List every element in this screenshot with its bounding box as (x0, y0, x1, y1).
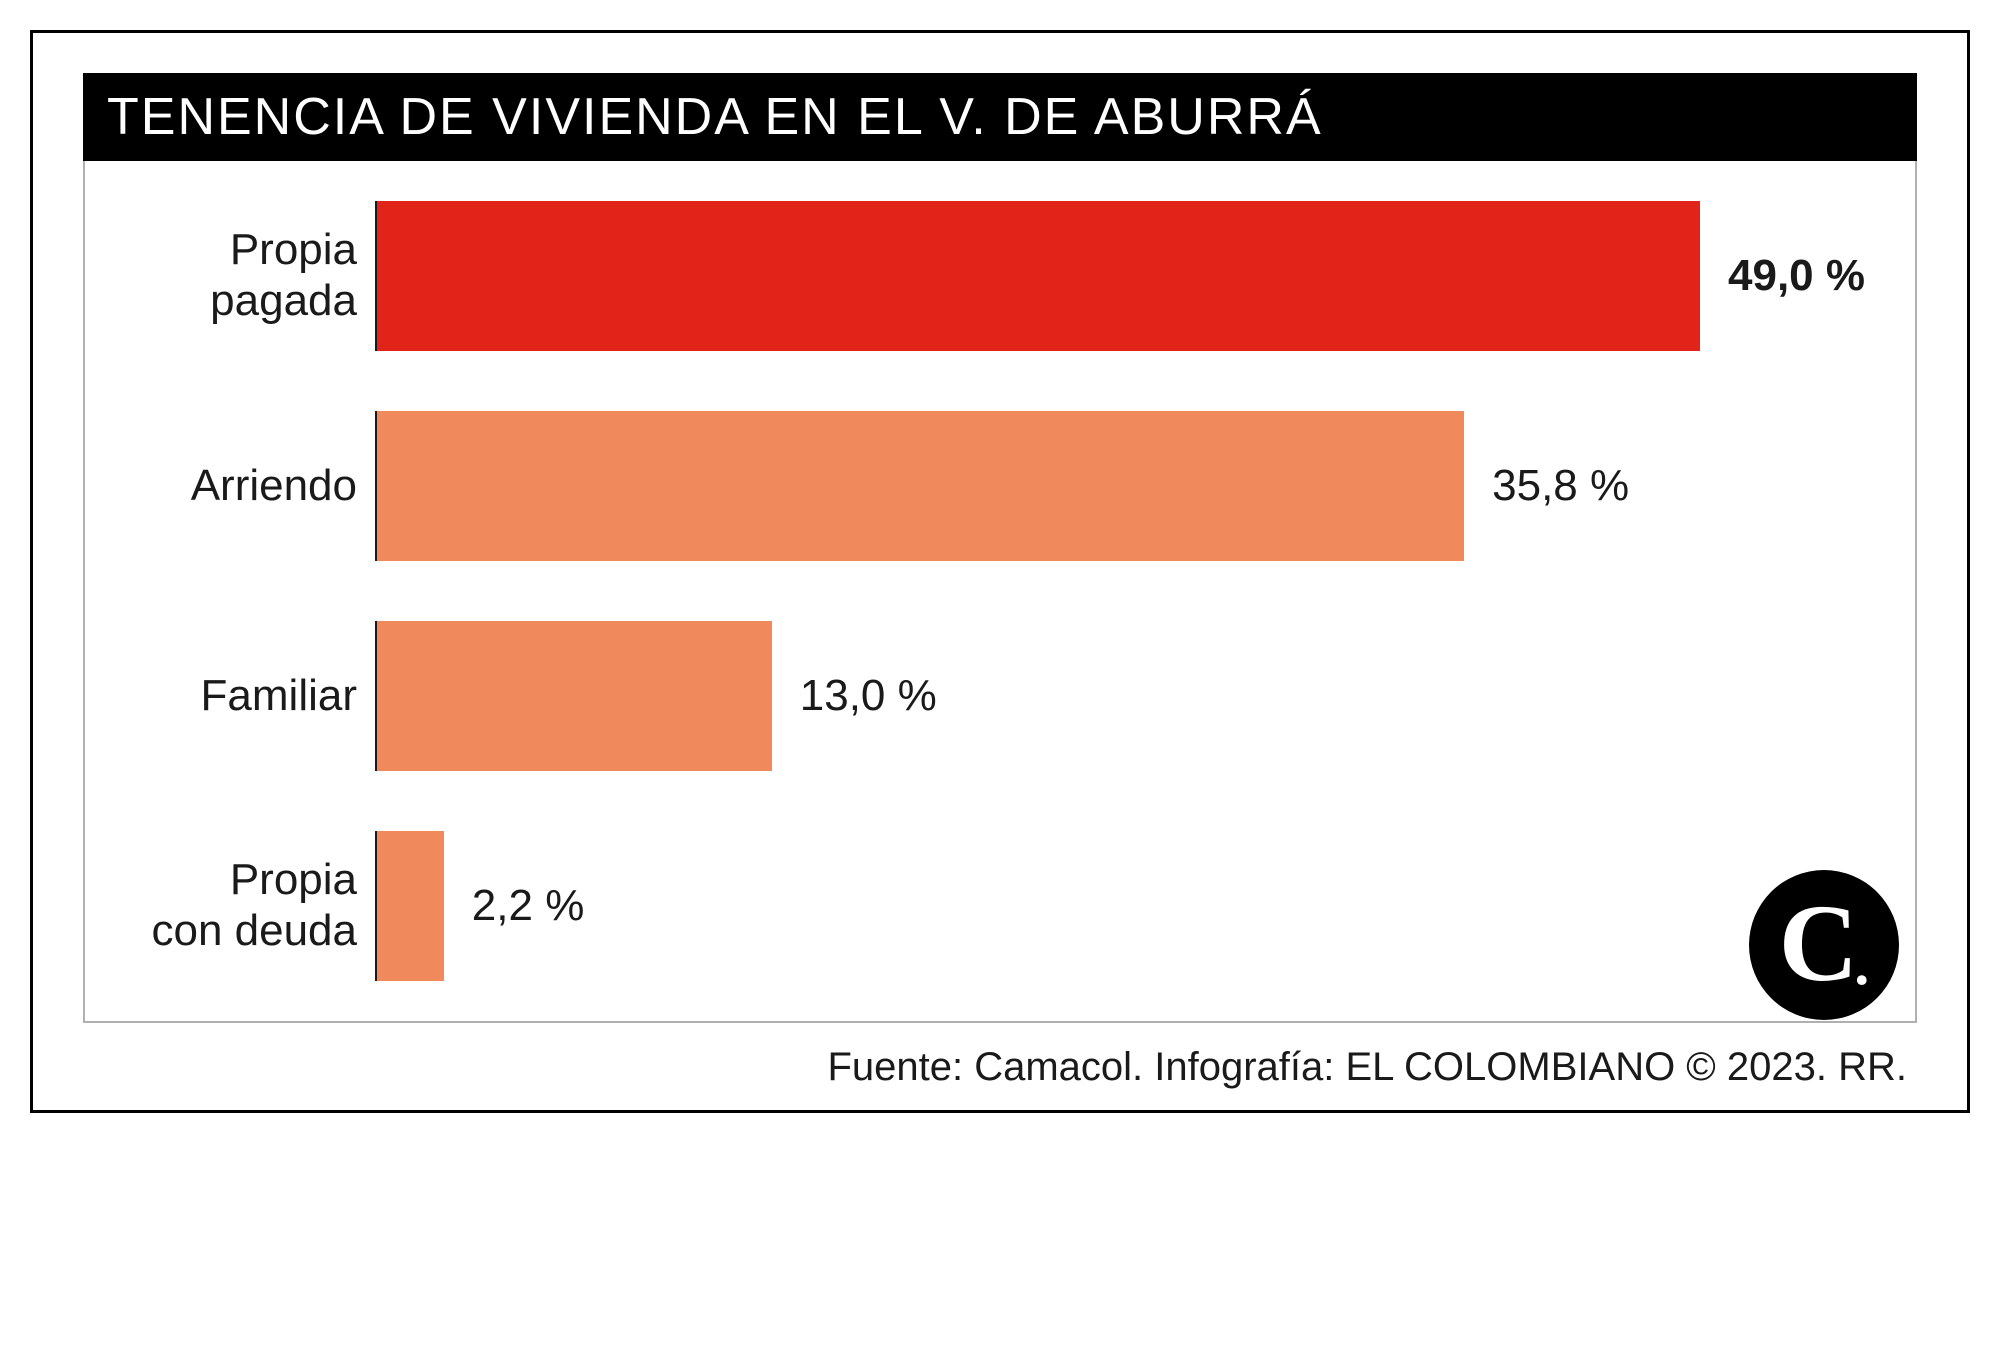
value-label: 2,2 % (472, 881, 585, 931)
bar-track: 13,0 % (375, 621, 1865, 771)
category-label: Propiapagada (85, 225, 375, 326)
category-label: Propiacon deuda (85, 855, 375, 956)
publisher-logo-letter: C (1779, 888, 1858, 998)
value-label: 49,0 % (1728, 251, 1865, 301)
category-label: Arriendo (85, 461, 375, 512)
bar-row: Propiapagada 49,0 % (85, 201, 1865, 351)
bar-track: 35,8 % (375, 411, 1865, 561)
bar-track: 49,0 % (375, 201, 1865, 351)
bar-row: Propiacon deuda 2,2 % (85, 831, 1865, 981)
bar-row: Familiar 13,0 % (85, 621, 1865, 771)
bar (377, 201, 1700, 351)
source-caption: Fuente: Camacol. Infografía: EL COLOMBIA… (83, 1045, 1917, 1090)
chart-title: TENENCIA DE VIVIENDA EN EL V. DE ABURRÁ (83, 73, 1917, 161)
bar (377, 411, 1464, 561)
chart-plot-area: Propiapagada 49,0 % Arriendo 35,8 % Familiar… (83, 161, 1917, 1023)
bar-row: Arriendo 35,8 % (85, 411, 1865, 561)
value-label: 13,0 % (800, 671, 937, 721)
chart-outer-frame: TENENCIA DE VIVIENDA EN EL V. DE ABURRÁ … (30, 30, 1970, 1113)
bar (377, 621, 772, 771)
bar-track: 2,2 % (375, 831, 1865, 981)
category-label: Familiar (85, 671, 375, 722)
bar (377, 831, 444, 981)
value-label: 35,8 % (1492, 461, 1629, 511)
publisher-logo: C . (1749, 870, 1899, 1020)
